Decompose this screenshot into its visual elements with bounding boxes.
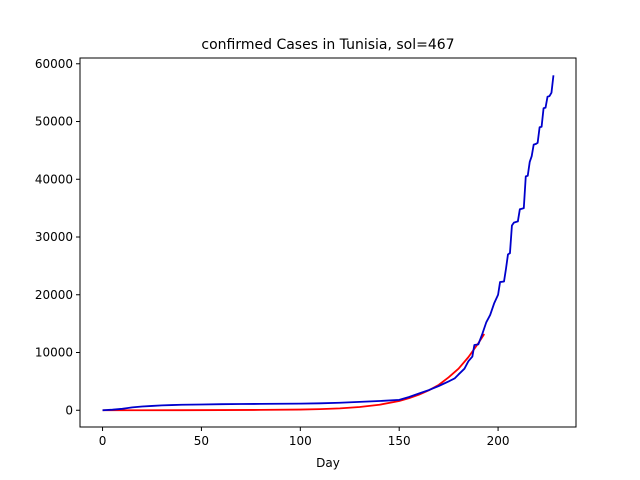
x-tick-label: 0 [99, 434, 107, 448]
series-layer [102, 75, 555, 412]
x-tick-label: 150 [388, 434, 411, 448]
y-axis: 0 10000 20000 30000 40000 50000 60000 [35, 57, 80, 417]
x-tick-label: 50 [194, 434, 209, 448]
y-tick-label: 0 [65, 403, 73, 417]
x-tick-label: 100 [289, 434, 312, 448]
series-line-1 [102, 333, 485, 412]
plot-frame [79, 57, 577, 428]
y-tick-label: 50000 [35, 115, 73, 129]
y-tick-label: 60000 [35, 57, 73, 71]
x-axis-label: Day [316, 456, 340, 470]
x-axis: 0 50 100 150 200 [99, 427, 510, 448]
y-tick-label: 10000 [35, 346, 73, 360]
y-tick-label: 40000 [35, 172, 73, 186]
chart-title: confirmed Cases in Tunisia, sol=467 [201, 37, 454, 53]
y-tick-label: 30000 [35, 230, 73, 244]
series-line-2 [102, 75, 555, 412]
x-tick-label: 200 [487, 434, 510, 448]
y-tick-label: 20000 [35, 288, 73, 302]
